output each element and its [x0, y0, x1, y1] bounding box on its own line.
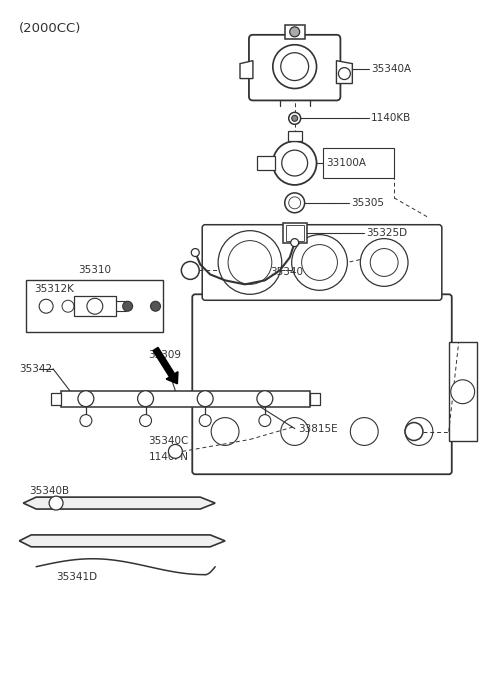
FancyBboxPatch shape: [202, 225, 442, 300]
Circle shape: [451, 380, 475, 403]
Circle shape: [285, 193, 305, 212]
Circle shape: [282, 150, 308, 176]
Circle shape: [181, 262, 199, 280]
Circle shape: [123, 301, 132, 311]
Bar: [74, 296, 116, 316]
Bar: [288, 131, 301, 141]
Text: A: A: [410, 427, 418, 436]
Text: 35309: 35309: [148, 350, 181, 360]
Circle shape: [405, 423, 423, 440]
Circle shape: [39, 299, 53, 313]
Text: 35305: 35305: [351, 198, 384, 208]
Text: 35340B: 35340B: [29, 486, 69, 496]
Polygon shape: [19, 535, 225, 547]
Circle shape: [288, 197, 300, 209]
Bar: [286, 225, 304, 241]
Polygon shape: [336, 61, 352, 84]
Text: 33815E: 33815E: [298, 424, 337, 433]
Circle shape: [228, 241, 272, 284]
Text: 35341D: 35341D: [56, 572, 97, 582]
Bar: [449, 342, 477, 441]
Circle shape: [197, 391, 213, 407]
Circle shape: [288, 112, 300, 125]
FancyBboxPatch shape: [192, 294, 452, 474]
Text: 35340: 35340: [270, 267, 303, 277]
Circle shape: [151, 301, 160, 311]
FancyArrow shape: [153, 347, 178, 384]
Circle shape: [292, 235, 348, 291]
Circle shape: [140, 415, 152, 426]
Circle shape: [218, 230, 282, 294]
Circle shape: [87, 298, 103, 314]
Circle shape: [338, 68, 350, 80]
Circle shape: [292, 116, 298, 121]
Text: 1140KB: 1140KB: [371, 113, 411, 123]
Bar: [61, 391, 310, 407]
Text: (2000CC): (2000CC): [19, 22, 82, 35]
Circle shape: [281, 53, 309, 80]
Circle shape: [273, 141, 316, 185]
Circle shape: [257, 391, 273, 407]
Circle shape: [49, 496, 63, 510]
Bar: [257, 156, 275, 170]
Circle shape: [199, 415, 211, 426]
Circle shape: [78, 391, 94, 407]
Circle shape: [301, 244, 337, 280]
Circle shape: [370, 248, 398, 276]
Polygon shape: [240, 61, 253, 79]
Text: 33100A: 33100A: [326, 158, 367, 168]
Text: 35310: 35310: [78, 266, 111, 275]
Circle shape: [62, 300, 74, 312]
Text: 35340A: 35340A: [371, 64, 411, 73]
Circle shape: [360, 239, 408, 286]
Bar: [285, 25, 305, 39]
Circle shape: [405, 417, 433, 446]
Circle shape: [80, 415, 92, 426]
Text: 1140FN: 1140FN: [148, 453, 189, 462]
Circle shape: [168, 444, 182, 458]
Bar: [26, 280, 164, 332]
Text: 35340C: 35340C: [148, 437, 189, 446]
Text: 35312K: 35312K: [34, 284, 74, 294]
Bar: [283, 223, 307, 243]
Circle shape: [211, 417, 239, 446]
Bar: [51, 393, 61, 405]
Text: 35325D: 35325D: [366, 228, 408, 237]
Polygon shape: [23, 497, 215, 509]
Bar: [310, 393, 320, 405]
Circle shape: [138, 391, 154, 407]
FancyBboxPatch shape: [249, 35, 340, 100]
Circle shape: [273, 45, 316, 89]
Circle shape: [291, 239, 299, 246]
Text: 35342: 35342: [19, 364, 52, 374]
Circle shape: [192, 248, 199, 257]
Circle shape: [281, 417, 309, 446]
Bar: [323, 148, 394, 178]
Circle shape: [290, 27, 300, 37]
Circle shape: [259, 415, 271, 426]
Text: A: A: [187, 266, 194, 275]
Circle shape: [350, 417, 378, 446]
